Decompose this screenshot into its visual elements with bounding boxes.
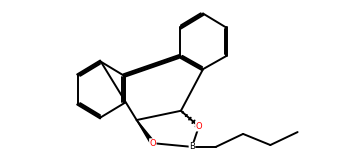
- Polygon shape: [137, 120, 155, 144]
- Text: O: O: [196, 122, 202, 131]
- Text: O: O: [149, 139, 156, 148]
- Text: B: B: [189, 142, 195, 151]
